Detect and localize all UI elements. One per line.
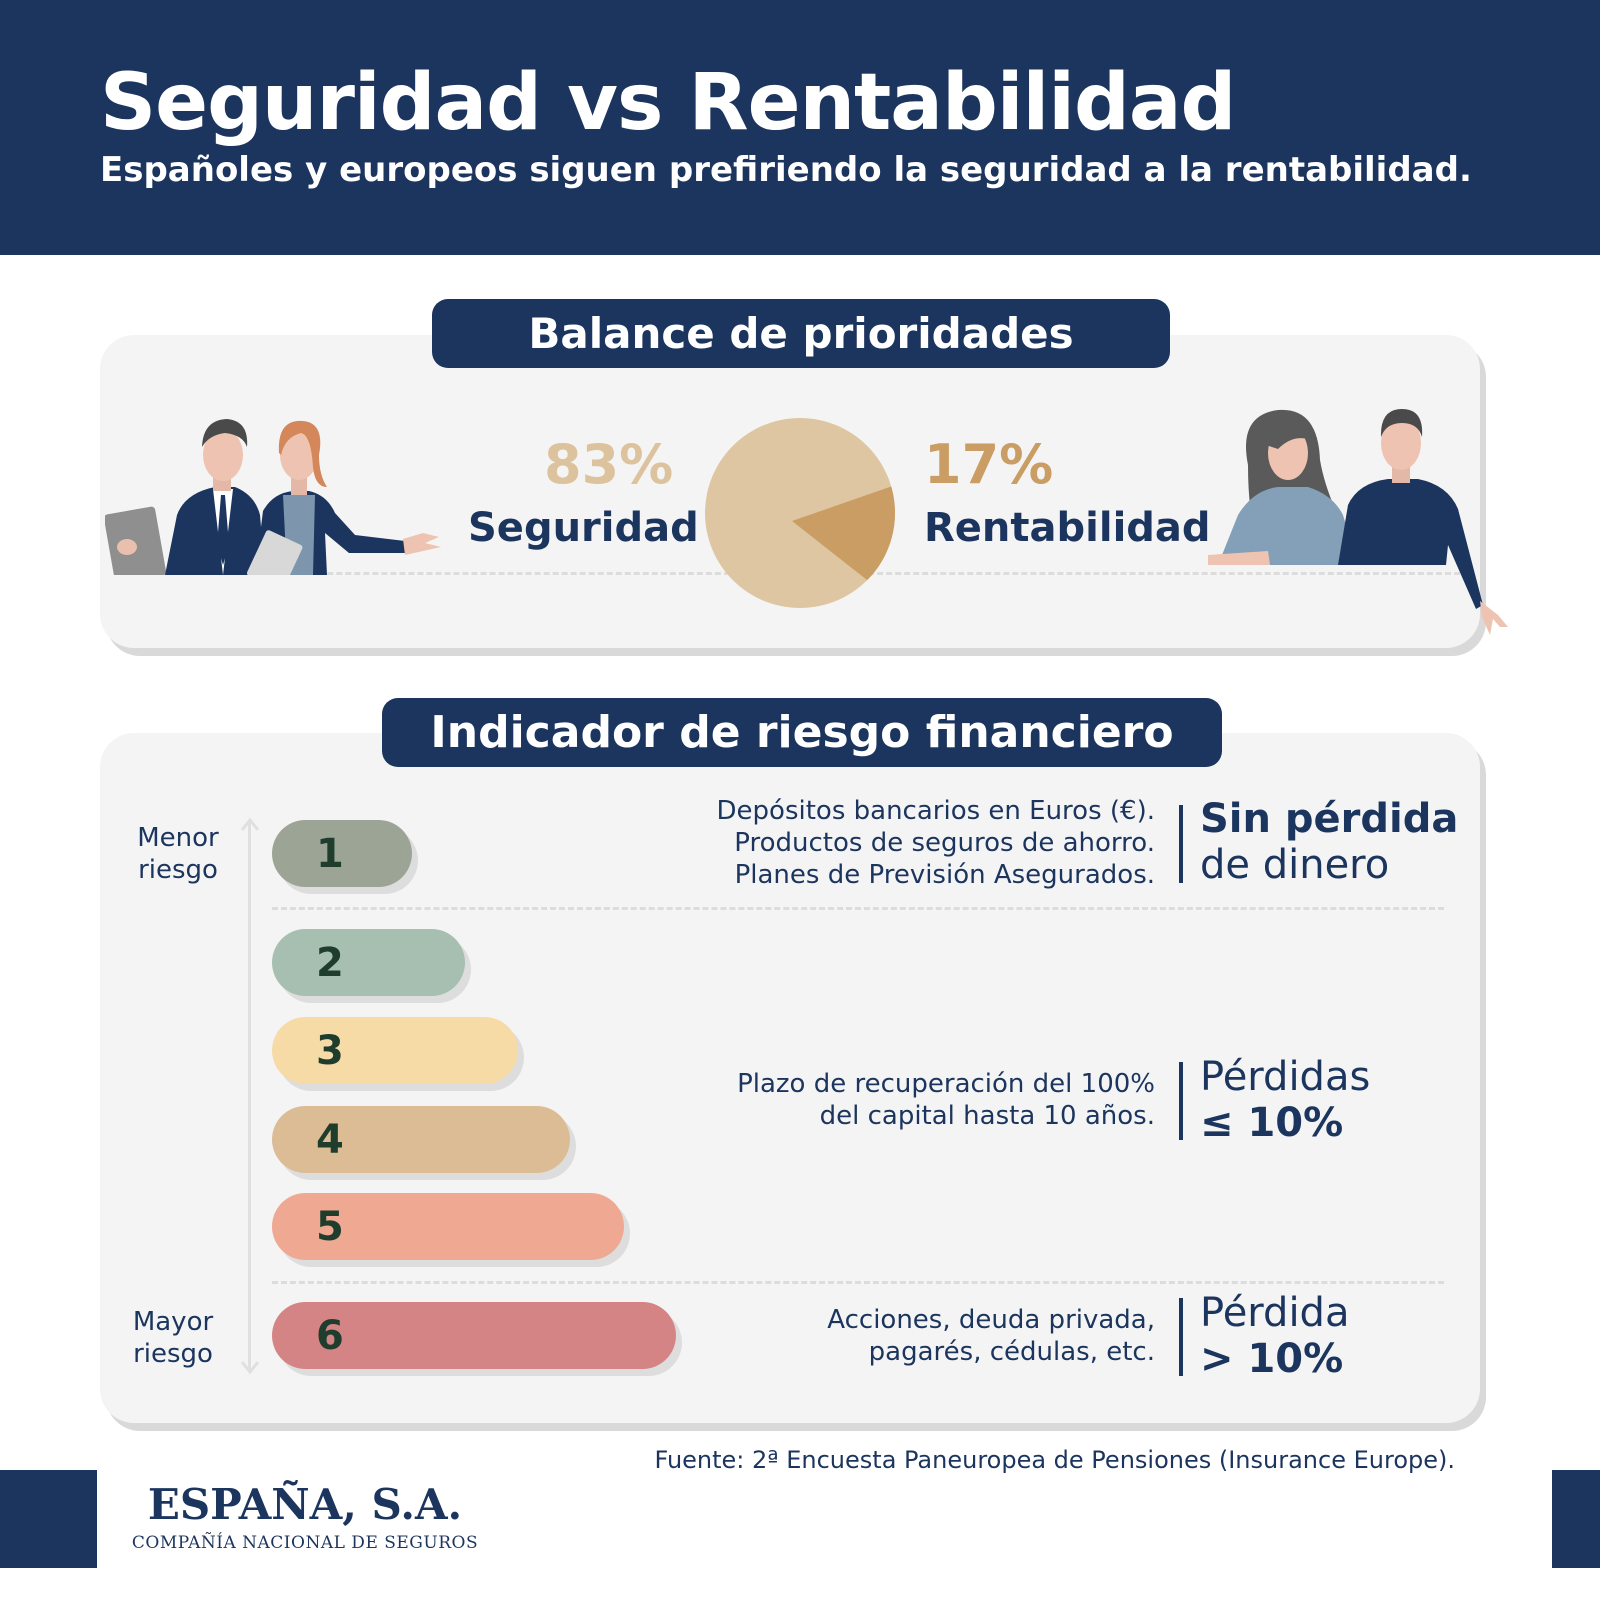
loss-line: Pérdida [1200,1290,1350,1336]
low-risk-label-line2: riesgo [138,855,218,885]
group-2-description: Plazo de recuperación del 100% del capit… [737,1068,1155,1132]
risk-level-4: 4 [272,1106,570,1173]
header-banner: Seguridad vs Rentabilidad Españoles y eu… [0,0,1600,255]
risk-divider-1 [272,907,1444,910]
company-logo-subtitle: COMPAÑÍA NACIONAL DE SEGUROS [131,1533,479,1553]
risk-level-number: 2 [316,939,344,986]
casual-people-illustration [1208,409,1508,635]
loss-line: Pérdidas [1200,1054,1371,1100]
risk-level-number: 5 [316,1203,344,1250]
risk-level-number: 1 [316,830,344,877]
risk-level-number: 3 [316,1027,344,1074]
rentabilidad-percentage: 17% [924,433,1054,496]
rentabilidad-label: Rentabilidad [924,505,1211,551]
business-people-illustration [105,419,441,575]
page-title: Seguridad vs Rentabilidad [100,58,1236,148]
group-1-separator [1179,805,1183,883]
risk-divider-2 [272,1281,1444,1284]
group-3-description: Acciones, deuda privada, pagarés, cédula… [827,1304,1155,1368]
risk-axis [248,822,251,1372]
description-line: del capital hasta 10 años. [819,1101,1155,1131]
group-3-separator [1179,1298,1183,1376]
risk-level-number: 4 [316,1116,344,1163]
risk-level-1: 1 [272,820,412,887]
footer-corner-right [1552,1470,1600,1568]
description-line: pagarés, cédulas, etc. [868,1337,1155,1367]
high-risk-label-line2: riesgo [133,1339,213,1369]
risk-level-number: 6 [316,1312,344,1359]
group-2-separator [1179,1062,1183,1140]
risk-level-2: 2 [272,929,465,996]
description-line: Planes de Previsión Asegurados. [734,860,1155,890]
low-risk-label: Menor riesgo [123,822,233,886]
arrow-up-icon [240,817,260,831]
risk-title: Indicador de riesgo financiero [382,698,1222,767]
group-1-description: Depósitos bancarios en Euros (€). Produc… [717,795,1155,891]
footer-corner-left [0,1470,97,1568]
risk-level-5: 5 [272,1193,624,1260]
risk-level-3: 3 [272,1017,518,1084]
description-line: Depósitos bancarios en Euros (€). [716,796,1155,826]
loss-line: > 10% [1200,1336,1344,1382]
description-line: Plazo de recuperación del 100% [737,1069,1155,1099]
page-subtitle: Españoles y europeos siguen prefiriendo … [100,150,1472,190]
low-risk-label-line1: Menor [137,823,219,853]
pie-slice-rentabilidad [792,486,895,581]
arrow-down-icon [240,1361,260,1375]
priorities-pie-chart [705,418,895,608]
description-line: Productos de seguros de ahorro. [734,828,1155,858]
seguridad-percentage: 83% [544,433,674,496]
source-note: Fuente: 2ª Encuesta Paneuropea de Pensio… [654,1446,1455,1474]
high-risk-label-line1: Mayor [132,1307,214,1337]
company-logo-name: ESPAÑA, S.A. [147,1480,463,1529]
description-line: Acciones, deuda privada, [827,1305,1155,1335]
loss-line: Sin pérdida [1200,796,1459,842]
group-3-loss: Pérdida > 10% [1200,1290,1349,1382]
risk-level-6: 6 [272,1302,676,1369]
group-1-loss: Sin pérdida de dinero [1200,796,1458,888]
high-risk-label: Mayor riesgo [118,1306,228,1370]
loss-line: ≤ 10% [1200,1100,1344,1146]
group-2-loss: Pérdidas ≤ 10% [1200,1054,1370,1146]
loss-line: de dinero [1200,842,1390,888]
seguridad-label: Seguridad [468,505,699,551]
balance-title: Balance de prioridades [432,299,1170,368]
